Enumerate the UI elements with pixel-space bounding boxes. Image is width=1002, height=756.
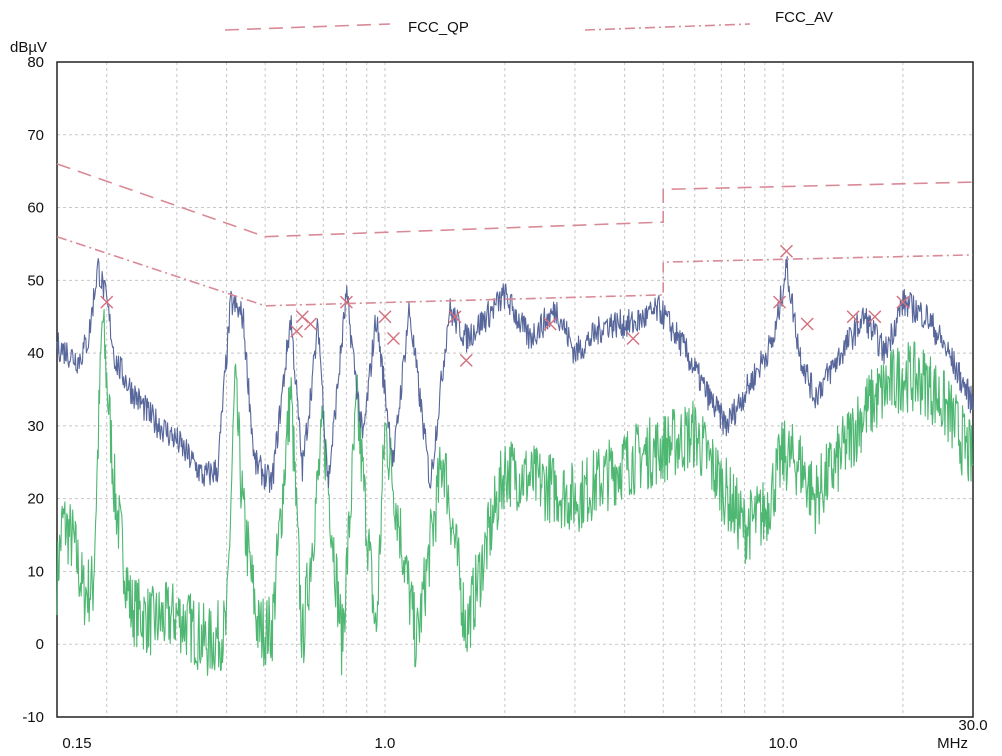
peak-marker	[290, 324, 304, 338]
peak-marker	[896, 295, 910, 309]
y-tick-label: 40	[27, 345, 44, 362]
peak-marker	[800, 317, 814, 331]
measured-series-line	[56, 256, 974, 494]
series-layer	[56, 256, 974, 676]
peak-marker	[779, 244, 793, 258]
x-axis-label: MHz	[937, 735, 968, 752]
legend-label-fcc_qp: FCC_QP	[408, 19, 469, 36]
y-tick-label: 30	[27, 418, 44, 435]
y-tick-label: 20	[27, 491, 44, 508]
peak-marker	[543, 317, 557, 331]
legend-swatch-fcc_qp	[224, 23, 391, 31]
peak-marker	[846, 310, 860, 324]
measured-series-line	[56, 309, 974, 676]
peak-marker	[378, 310, 392, 324]
peak-marker	[386, 332, 400, 346]
x-tick-label: 0.15	[62, 735, 91, 752]
y-tick-label: -10	[22, 709, 44, 726]
y-tick-label: 0	[36, 636, 44, 653]
peak-marker	[459, 353, 473, 367]
legend-label-fcc_av: FCC_AV	[775, 9, 833, 26]
y-tick-label: 80	[27, 54, 44, 71]
peak-marker	[448, 310, 462, 324]
y-tick-label: 50	[27, 272, 44, 289]
limit-line-fcc_av	[56, 235, 974, 307]
peak-marker	[100, 295, 114, 309]
peak-markers	[100, 244, 910, 367]
plot-frame	[56, 61, 974, 718]
peak-marker	[626, 332, 640, 346]
limit-line-fcc_qp	[56, 163, 974, 238]
legend-swatch-fcc_av	[584, 23, 751, 31]
peak-marker	[868, 310, 882, 324]
axes: dBµV MHz 80 70 60 50 40 30 20 10 0 -10 0.15 1.0 10.0…	[10, 39, 988, 752]
y-tick-label: 70	[27, 127, 44, 144]
x-tick-label: 30.0	[958, 717, 987, 734]
y-tick-label: 10	[27, 563, 44, 580]
y-tick-label: 60	[27, 200, 44, 217]
x-tick-label: 10.0	[768, 735, 797, 752]
y-axis-label: dBµV	[10, 39, 47, 56]
plot-grid	[57, 61, 973, 718]
legend: FCC_QP FCC_AV	[224, 9, 833, 36]
peak-marker	[304, 317, 318, 331]
x-tick-label: 1.0	[375, 735, 396, 752]
peak-marker	[339, 295, 353, 309]
peak-marker	[773, 295, 787, 309]
limit-lines	[56, 163, 974, 307]
